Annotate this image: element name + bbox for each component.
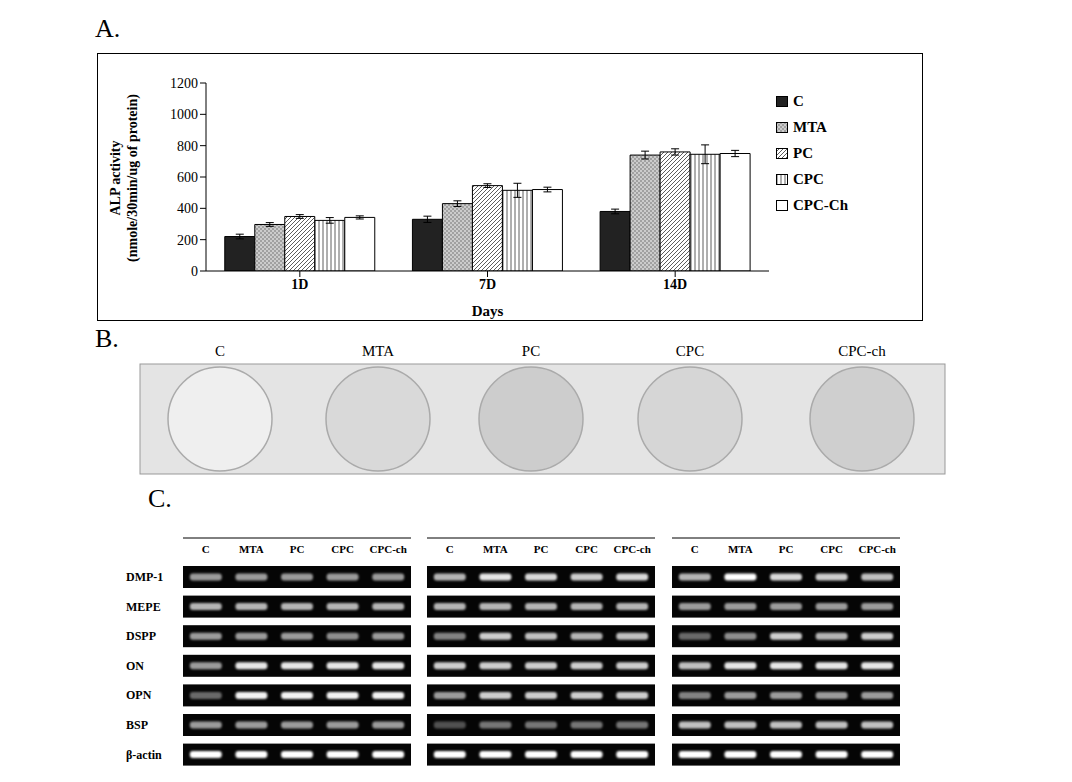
svg-text:Days: Days (472, 303, 504, 319)
svg-text:MTA: MTA (239, 543, 264, 555)
svg-text:MTA: MTA (483, 543, 508, 555)
svg-text:CPC-ch: CPC-ch (370, 543, 407, 555)
svg-text:C: C (691, 543, 699, 555)
svg-text:C: C (446, 543, 454, 555)
svg-text:PC: PC (534, 543, 549, 555)
svg-text:600: 600 (177, 170, 198, 185)
svg-text:C: C (202, 543, 210, 555)
svg-text:β-actin: β-actin (126, 748, 162, 762)
html-text:C.: C. (148, 484, 172, 513)
html-text:MTA: MTA (793, 118, 827, 135)
svg-text:DSPP: DSPP (126, 629, 156, 643)
svg-text:OPN: OPN (126, 688, 152, 702)
svg-text:14D: 14D (663, 277, 687, 292)
html-text:CPC: CPC (793, 170, 824, 187)
svg-text:MTA: MTA (728, 543, 753, 555)
svg-text:PC: PC (290, 543, 305, 555)
svg-text:7D: 7D (479, 277, 496, 292)
svg-text:ON: ON (126, 659, 144, 673)
svg-text:DMP-1: DMP-1 (126, 570, 163, 584)
svg-text:C: C (215, 343, 225, 359)
html-text:PC: PC (793, 144, 813, 161)
html-text:B.: B. (95, 324, 119, 353)
svg-text:0: 0 (191, 264, 198, 279)
svg-text:CPC: CPC (331, 543, 354, 555)
svg-text:CPC-ch: CPC-ch (614, 543, 651, 555)
svg-text:(nmole/30min/ug of protein): (nmole/30min/ug of protein) (125, 94, 141, 262)
svg-text:MEPE: MEPE (126, 600, 161, 614)
svg-text:CPC-ch: CPC-ch (859, 543, 896, 555)
svg-text:1200: 1200 (170, 76, 198, 91)
svg-text:1D: 1D (291, 277, 308, 292)
svg-text:CPC: CPC (676, 343, 704, 359)
svg-text:800: 800 (177, 139, 198, 154)
svg-text:PC: PC (779, 543, 794, 555)
html-text:A.: A. (95, 14, 121, 43)
svg-text:CPC-ch: CPC-ch (838, 343, 886, 359)
svg-text:400: 400 (177, 201, 198, 216)
svg-text:MTA: MTA (362, 343, 394, 359)
svg-text:BSP: BSP (126, 718, 148, 732)
html-text:C: C (793, 92, 804, 109)
svg-text:CPC: CPC (820, 543, 843, 555)
svg-text:CPC: CPC (575, 543, 598, 555)
svg-text:PC: PC (522, 343, 540, 359)
html-text:CPC-Ch: CPC-Ch (793, 196, 848, 213)
svg-text:1000: 1000 (170, 107, 198, 122)
svg-text:200: 200 (177, 233, 198, 248)
svg-text:ALP activity: ALP activity (108, 140, 123, 215)
